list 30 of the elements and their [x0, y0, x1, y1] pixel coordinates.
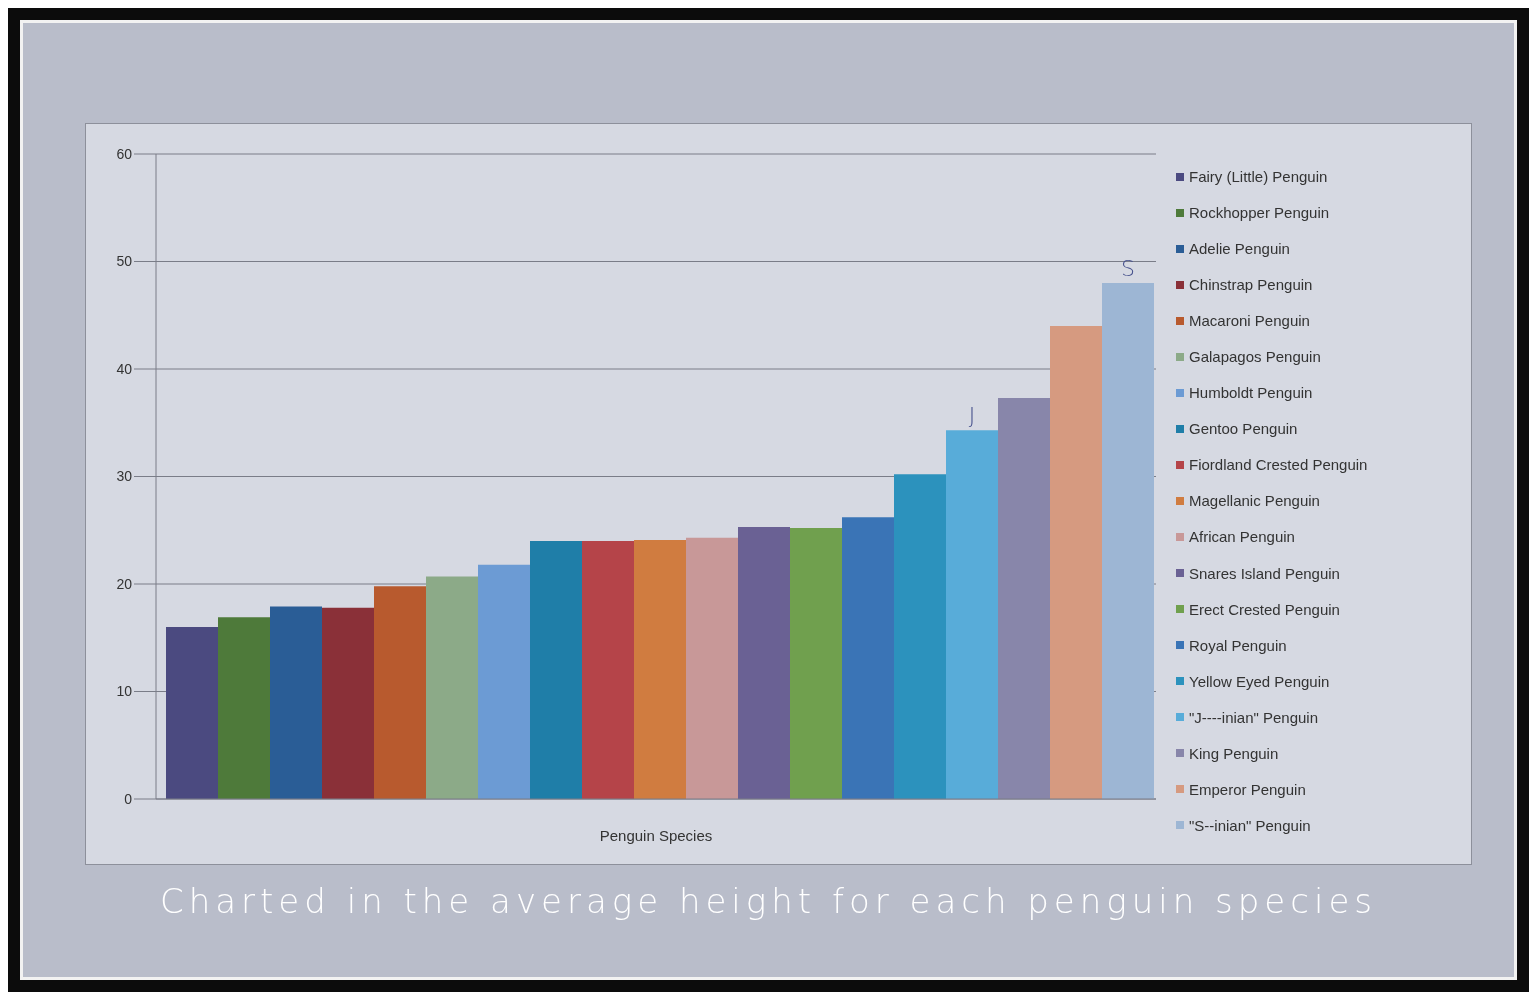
y-tick-label: 10: [116, 683, 133, 700]
legend-label: Snares Island Penguin: [1189, 564, 1340, 582]
legend-label: Erect Crested Penguin: [1189, 600, 1340, 618]
legend-label: Yellow Eyed Penguin: [1189, 672, 1330, 690]
legend-label: Gentoo Penguin: [1189, 420, 1298, 438]
legend-label: Fiordland Crested Penguin: [1189, 456, 1368, 474]
legend-label: Emperor Penguin: [1189, 780, 1306, 798]
legend-label: Royal Penguin: [1189, 636, 1287, 654]
legend-label: "S--inian" Penguin: [1189, 816, 1311, 834]
y-tick-label: 40: [116, 360, 133, 377]
text: Charted in the average height for each penguin species: [158, 881, 1379, 921]
legend-label: Rockhopper Penguin: [1189, 204, 1330, 222]
legend-label: African Penguin: [1189, 528, 1295, 546]
x-axis-title: Penguin Species: [599, 827, 713, 844]
y-tick-label: 60: [116, 145, 133, 162]
legend-label: Galapagos Penguin: [1189, 348, 1321, 366]
legend-label: Magellanic Penguin: [1189, 492, 1320, 510]
legend-label: King Penguin: [1189, 744, 1279, 762]
y-tick-label: 0: [124, 790, 133, 807]
annotation: J: [968, 403, 976, 429]
annotation: S: [1121, 256, 1135, 281]
legend-label: Humboldt Penguin: [1189, 384, 1313, 402]
legend-label: "J----inian" Penguin: [1189, 708, 1319, 726]
legend-label: Adelie Penguin: [1189, 240, 1290, 258]
y-tick-label: 20: [116, 575, 133, 592]
y-tick-label: 30: [116, 468, 133, 485]
legend-label: Macaroni Penguin: [1189, 312, 1310, 330]
legend-label: Fairy (Little) Penguin: [1189, 168, 1328, 185]
legend-label: Chinstrap Penguin: [1189, 276, 1313, 294]
y-tick-label: 50: [116, 253, 133, 270]
